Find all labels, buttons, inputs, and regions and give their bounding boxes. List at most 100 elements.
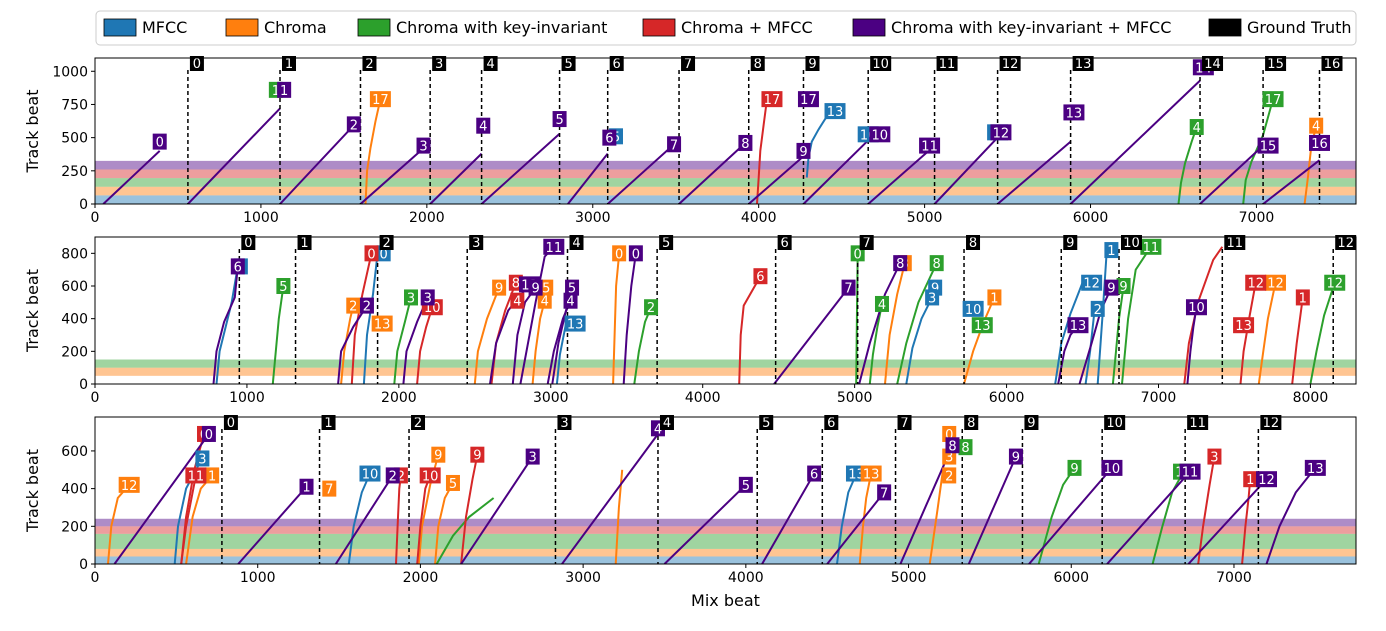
plot-area (95, 429, 1356, 564)
series-line-chroma-with-key-invariant-mfcc (334, 474, 394, 564)
series-line-chroma-mfcc (180, 475, 197, 564)
ground-truth-label: 14 (1204, 57, 1221, 72)
series-label-chroma-with-key-invariant-mfcc: 11 (546, 241, 563, 256)
series-line-chroma (531, 300, 546, 384)
x-tick-label: 3000 (575, 210, 611, 226)
series-line-chroma-with-key-invariant-mfcc (1199, 144, 1264, 204)
legend: MFCC Chroma Chroma with key-invariant Chrom… (95, 10, 1357, 46)
series-line-chroma-with-key-invariant-mfcc (933, 136, 999, 204)
ground-truth-label: 10 (1123, 236, 1140, 251)
series-label-chroma: 0 (945, 428, 953, 443)
ground-truth-label: 9 (1066, 236, 1074, 251)
series-label-box-chroma-with-key-invariant-mfcc (385, 467, 400, 484)
series-label-chroma-with-key-invariant-mfcc: 3 (419, 140, 427, 155)
series-label-chroma-with-key-invariant-mfcc: 13 (1066, 106, 1083, 121)
ground-truth-box (1335, 235, 1357, 250)
series-label-box-chroma-with-key-invariant-mfcc (346, 116, 361, 133)
legend-swatch-chroma-with-key-invariant (357, 18, 391, 37)
x-tick-label: 5000 (891, 570, 927, 586)
series-label-chroma-with-key-invariant-mfcc: 16 (1311, 137, 1328, 152)
series-label-chroma-with-key-invariant-mfcc: 0 (156, 136, 164, 151)
series-label-box-chroma-with-key-invariant-mfcc (796, 142, 811, 159)
y-tick-label: 750 (61, 97, 88, 113)
legend-label-ground-truth: Ground Truth (1247, 18, 1352, 37)
series-label-chroma-mfcc: 9 (473, 449, 481, 464)
series-line-chroma-with-key-invariant (435, 497, 495, 564)
series-label-box-chroma-with-key-invariant (1324, 274, 1346, 291)
series-label-chroma-with-key-invariant-mfcc: 1 (302, 481, 310, 496)
series-line-chroma-with-key-invariant (1177, 126, 1198, 204)
series-label-mfcc: 10 (362, 468, 379, 483)
ground-truth-box (936, 56, 958, 71)
y-tick-label: 0 (79, 557, 88, 573)
series-label-chroma-with-key-invariant: 0 (854, 247, 862, 262)
series-label-chroma-mfcc: 1 (1246, 473, 1254, 488)
y-tick-label: 250 (61, 164, 88, 180)
series-label-chroma-with-key-invariant-mfcc: 3 (529, 451, 537, 466)
series-label-chroma-with-key-invariant-mfcc: 10 (872, 128, 889, 143)
series-label-box-chroma (612, 245, 627, 262)
series-label-chroma-with-key-invariant-mfcc: 12 (993, 126, 1010, 141)
series-line-chroma-with-key-invariant (393, 297, 412, 384)
series-label-box-chroma-with-key-invariant-mfcc (277, 81, 292, 98)
series-label-chroma-with-key-invariant: 11 (1143, 241, 1160, 256)
series-line-chroma-with-key-invariant-mfcc (187, 107, 281, 204)
series-line-chroma-with-key-invariant-mfcc (678, 142, 747, 204)
series-label-chroma-with-key-invariant: 12 (1326, 277, 1343, 292)
series-label-box-chroma-mfcc (1245, 274, 1267, 291)
series-line-chroma-with-key-invariant-mfcc (1265, 467, 1317, 564)
series-label-chroma: 2 (349, 300, 357, 315)
band-chroma-mfcc (95, 526, 1356, 534)
series-label-box-chroma-with-key-invariant-mfcc (1008, 448, 1023, 465)
series-label-chroma-with-key-invariant: 13 (974, 319, 991, 334)
series-label-box-chroma-with-key-invariant (1140, 238, 1162, 255)
series-line-chroma-with-key-invariant (1151, 471, 1185, 564)
y-tick-label: 600 (61, 444, 88, 460)
series-label-box-mfcc (824, 103, 846, 120)
y-axis-label: Track beat (23, 449, 42, 533)
series-label-box-chroma-with-key-invariant-mfcc (1257, 137, 1279, 154)
series-label-chroma-mfcc: 2 (397, 469, 405, 484)
series-label-chroma-with-key-invariant-mfcc: 3 (424, 291, 432, 306)
series-label-box-chroma (1264, 274, 1286, 291)
ground-truth-label: 4 (572, 236, 580, 251)
series-line-chroma-with-key-invariant-mfcc (429, 152, 483, 204)
series-label-box-chroma-with-key-invariant (1067, 459, 1082, 476)
series-label-chroma: 2 (945, 469, 953, 484)
panel-frame (94, 57, 1357, 205)
series-line-chroma-with-key-invariant-mfcc (1106, 471, 1191, 564)
series-line-chroma-with-key-invariant-mfcc (996, 140, 1072, 204)
series-label-chroma-with-key-invariant-mfcc: 8 (896, 257, 904, 272)
series-label-chroma-with-key-invariant: 4 (878, 298, 886, 313)
series-label-box-chroma-with-key-invariant-mfcc (990, 124, 1012, 141)
series-line-mfcc (362, 253, 379, 384)
series-label-chroma-with-key-invariant: 4 (1193, 121, 1201, 136)
band-chroma (95, 367, 1356, 376)
series-label-box-chroma-with-key-invariant-mfcc (738, 476, 753, 493)
series-label-box-chroma-with-key-invariant-mfcc (299, 478, 314, 495)
series-label-chroma: 13 (374, 318, 391, 333)
series-label-box-chroma-with-key-invariant-mfcc (552, 111, 567, 128)
series-label-chroma-with-key-invariant: 2 (647, 301, 655, 316)
series-label-chroma-with-key-invariant-mfcc: 8 (741, 137, 749, 152)
series-label-box-chroma (322, 480, 337, 497)
series-label-box-chroma-with-key-invariant (1262, 91, 1284, 108)
series-label-box-mfcc (359, 465, 381, 482)
series-label-box-chroma (346, 297, 361, 314)
x-tick-label: 1000 (240, 570, 276, 586)
series-line-chroma-with-key-invariant-mfcc (460, 456, 534, 564)
series-label-mfcc: 12 (1083, 277, 1100, 292)
x-tick-label: 7000 (1216, 570, 1252, 586)
legend-swatch-chroma-with-key-invariant-mfcc (852, 18, 886, 37)
series-label-chroma: 9 (434, 449, 442, 464)
series-line-chroma-with-key-invariant-mfcc (1262, 159, 1321, 204)
series-label-chroma: 13 (863, 468, 880, 483)
series-label-chroma: 9 (495, 282, 503, 297)
ground-truth-box (557, 415, 572, 430)
series-line-chroma-mfcc (1197, 456, 1216, 564)
series-label-box-chroma-mfcc (419, 467, 441, 484)
ground-truth-box (321, 415, 336, 430)
legend-swatch-chroma-mfcc (642, 18, 676, 37)
ground-truth-label: 0 (227, 416, 235, 431)
